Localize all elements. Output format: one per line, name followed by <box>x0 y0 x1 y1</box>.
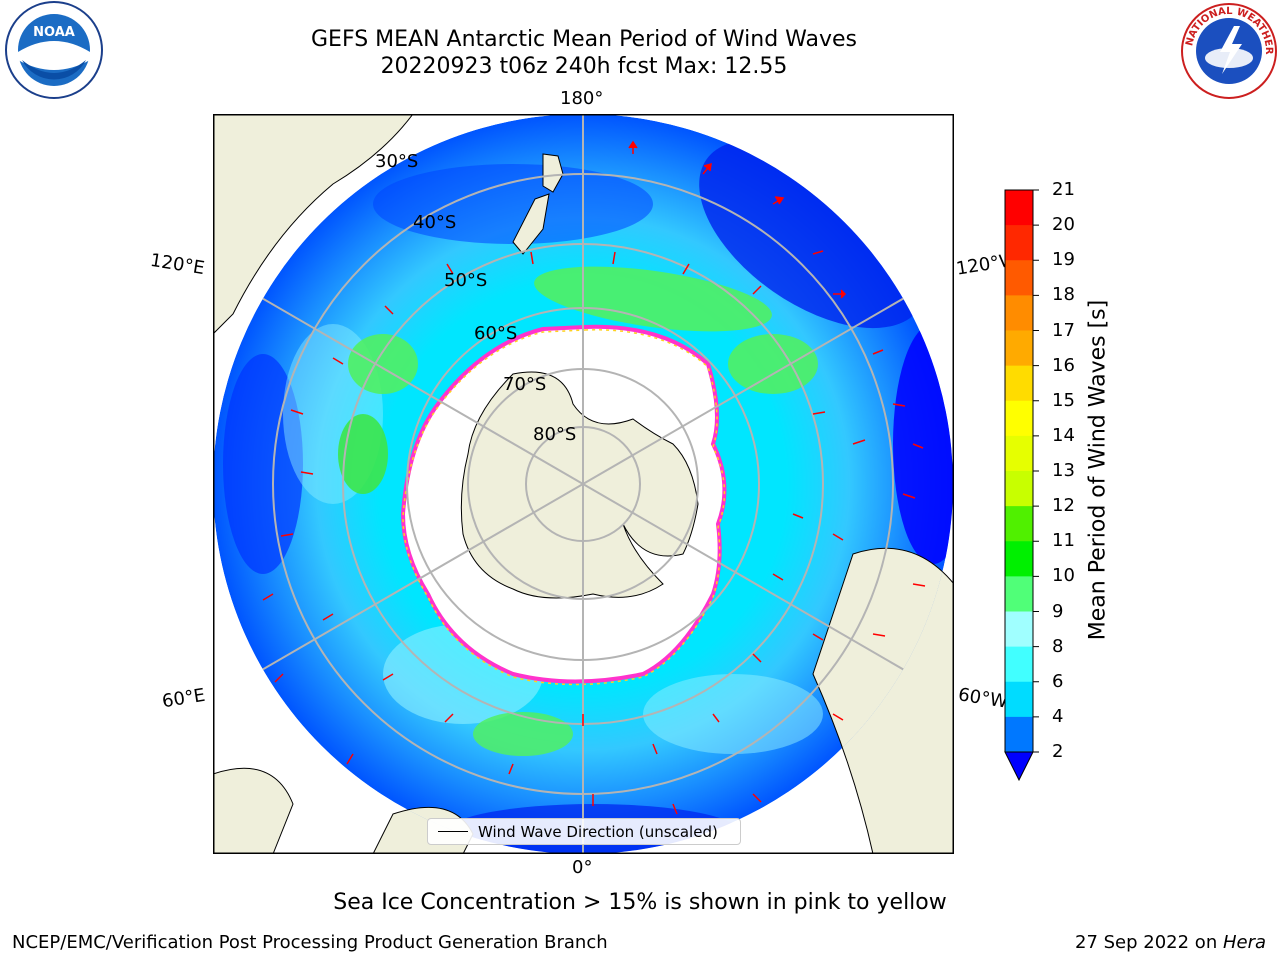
new-zealand-south <box>512 193 550 255</box>
colorbar-band <box>1005 471 1033 507</box>
colorbar-extend-arrow <box>1004 751 1034 782</box>
new-zealand-north <box>542 153 564 193</box>
colorbar-tick-label: 6 <box>1052 670 1064 692</box>
colorbar <box>995 186 1055 786</box>
graticule <box>213 114 953 854</box>
colorbar-tick-label: 17 <box>1052 319 1075 341</box>
sea-ice-note: Sea Ice Concentration > 15% is shown in … <box>333 890 947 915</box>
legend-line-swatch <box>438 831 468 832</box>
colorbar-tick-label: 15 <box>1052 389 1075 411</box>
lat-label-70s: 70°S <box>503 374 547 395</box>
colorbar-label: Mean Period of Wind Waves [s] <box>1085 299 1111 641</box>
colorbar-tick-label: 12 <box>1052 495 1075 517</box>
colorbar-band <box>1005 611 1033 648</box>
colorbar-band <box>1005 260 1033 296</box>
chart-title: GEFS MEAN Antarctic Mean Period of Wind … <box>311 27 857 52</box>
lat-label-30s: 30°S <box>375 151 419 172</box>
nws-logo: NATIONAL WEATHER SERVICE <box>1174 0 1280 102</box>
credit-line: NCEP/EMC/Verification Post Processing Pr… <box>12 932 608 953</box>
colorbar-tick-label: 18 <box>1052 284 1075 306</box>
colorbar-band <box>1005 716 1033 753</box>
lon-label-60e: 60°E <box>160 684 207 713</box>
colorbar-band <box>1005 506 1033 542</box>
colorbar-band <box>1005 400 1033 437</box>
colorbar-tick-label: 8 <box>1052 635 1064 657</box>
lon-label-120e: 120°E <box>148 249 207 280</box>
colorbar-band <box>1005 681 1033 718</box>
colorbar-band <box>1005 295 1033 331</box>
colorbar-tick-label: 2 <box>1052 741 1064 762</box>
colorbar-tick-label: 19 <box>1052 249 1075 271</box>
ocean-field <box>213 114 953 854</box>
colorbar-band <box>1005 576 1033 612</box>
colorbar-tick-label: 16 <box>1052 354 1075 376</box>
lat-label-50s: 50°S <box>444 270 488 291</box>
colorbar-band <box>1005 330 1033 367</box>
date-line: 27 Sep 2022 on Hera <box>1075 932 1266 953</box>
host-name: Hera <box>1222 932 1266 953</box>
lat-label-60s: 60°S <box>474 323 518 344</box>
polar-map-svg <box>212 113 955 855</box>
lat-label-40s: 40°S <box>413 212 457 233</box>
legend-label: Wind Wave Direction (unscaled) <box>478 822 718 841</box>
date-text: 27 Sep 2022 on <box>1075 932 1223 953</box>
noaa-logo: NOAA <box>2 0 106 104</box>
colorbar-svg <box>1004 189 1039 782</box>
colorbar-tick-label: 13 <box>1052 460 1075 481</box>
colorbar-tick-label: 21 <box>1052 179 1075 200</box>
colorbar-tick-label: 14 <box>1052 424 1075 446</box>
colorbar-tick-label: 20 <box>1052 214 1075 236</box>
colorbar-tick-label: 10 <box>1052 565 1075 587</box>
colorbar-tick-label: 4 <box>1052 705 1064 727</box>
legend: Wind Wave Direction (unscaled) <box>427 818 741 845</box>
polar-map <box>212 113 955 855</box>
lon-label-0: 0° <box>572 857 593 878</box>
lat-label-80s: 80°S <box>533 424 577 445</box>
colorbar-band <box>1005 365 1033 402</box>
colorbar-tick-label: 11 <box>1052 530 1075 552</box>
wind-wave-arrows <box>262 140 926 815</box>
svg-text:NOAA: NOAA <box>33 25 75 40</box>
colorbar-band <box>1005 646 1033 683</box>
colorbar-band <box>1005 435 1033 472</box>
colorbar-band <box>1005 190 1033 226</box>
colorbar-band <box>1005 225 1033 261</box>
lon-label-180: 180° <box>560 88 604 109</box>
colorbar-tick-label: 9 <box>1052 600 1064 622</box>
chart-subtitle: 20220923 t06z 240h fcst Max: 12.55 <box>380 54 788 79</box>
colorbar-band <box>1005 541 1033 577</box>
